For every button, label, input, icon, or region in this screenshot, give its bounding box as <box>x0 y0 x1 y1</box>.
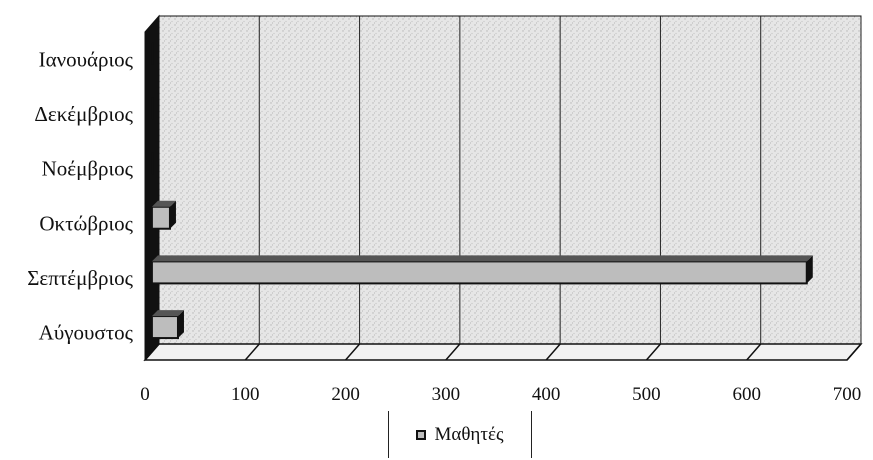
legend-swatch <box>416 429 427 440</box>
bar-top <box>151 255 813 262</box>
floor-gridline <box>746 343 762 361</box>
bar-top <box>151 200 176 207</box>
floor-gridline <box>144 343 160 361</box>
bar-face <box>151 97 154 120</box>
bar-face <box>150 205 171 230</box>
bars-layer <box>150 42 813 340</box>
bar <box>150 255 813 285</box>
floor-gridline <box>445 343 461 361</box>
plot-area <box>143 14 863 362</box>
x-tick-label: 700 <box>833 384 862 405</box>
bar-face <box>151 42 154 65</box>
bar <box>150 310 184 340</box>
y-tick-label: Οκτώβριος <box>39 211 133 235</box>
bar <box>151 42 154 65</box>
floor-gridline <box>244 343 260 361</box>
y-tick-label: Δεκέμβριος <box>34 102 133 126</box>
bar-end <box>169 200 176 229</box>
back-wall <box>158 15 862 345</box>
x-tick-label: 200 <box>331 384 360 405</box>
side-wall <box>144 14 160 362</box>
x-tick-label: 300 <box>432 384 461 405</box>
bar-face <box>150 260 808 285</box>
bar <box>151 97 154 120</box>
floor-gridline <box>846 343 862 361</box>
x-tick-label: 500 <box>632 384 661 405</box>
floor-gridline <box>345 343 361 361</box>
bar-end <box>806 255 813 284</box>
bar <box>150 200 176 230</box>
y-tick-label: Ιανουάριος <box>39 47 134 71</box>
legend: Μαθητές <box>388 411 532 458</box>
x-tick-label: 600 <box>732 384 761 405</box>
bar-top <box>151 310 184 317</box>
x-tick-label: 0 <box>140 384 150 405</box>
bar-end <box>177 310 184 339</box>
legend-label: Μαθητές <box>434 423 504 445</box>
y-tick-label: Νοέμβριος <box>42 157 134 181</box>
category-axis: Αύγουστος Σεπτέμβριος Οκτώβριος Νοέμβριος Δε… <box>27 47 133 344</box>
bar-face <box>151 152 154 175</box>
floor-gridline <box>545 343 561 361</box>
floor-gridline <box>645 343 661 361</box>
y-tick-label: Αύγουστος <box>39 321 134 345</box>
y-tick-label: Σεπτέμβριος <box>27 266 133 290</box>
x-tick-label: 100 <box>231 384 260 405</box>
bar-face <box>150 315 179 340</box>
value-axis: 0 100 200 300 400 500 600 700 <box>140 384 861 405</box>
bar <box>151 152 154 175</box>
x-tick-label: 400 <box>532 384 561 405</box>
